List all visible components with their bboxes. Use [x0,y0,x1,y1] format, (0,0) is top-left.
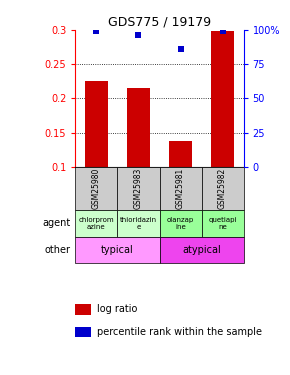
Bar [117,167,160,210]
Bar [85,81,108,167]
Text: percentile rank within the sample: percentile rank within the sample [97,327,262,337]
Point [136,32,141,38]
Bar [160,237,244,262]
Bar [117,210,160,237]
Point [94,28,99,34]
Text: typical: typical [101,245,134,255]
Bar [160,210,202,237]
Text: GSM25980: GSM25980 [92,168,101,209]
Bar [211,32,234,167]
Bar [169,141,192,167]
Text: GSM25983: GSM25983 [134,168,143,209]
Text: GSM25981: GSM25981 [176,168,185,209]
Text: GSM25982: GSM25982 [218,168,227,209]
Point [220,28,225,34]
Bar [75,237,160,262]
Bar [202,210,244,237]
Text: other: other [44,245,70,255]
Text: atypical: atypical [182,245,221,255]
Bar [202,167,244,210]
Text: thioridazin
e: thioridazin e [120,217,157,230]
Text: quetiapi
ne: quetiapi ne [208,217,237,230]
Text: log ratio: log ratio [97,304,137,314]
Bar [75,167,117,210]
Point [178,46,183,52]
Text: olanzap
ine: olanzap ine [167,217,194,230]
Bar [127,88,150,167]
Text: chlorprom
azine: chlorprom azine [79,217,114,230]
Bar [160,167,202,210]
Bar [75,210,117,237]
Text: agent: agent [42,218,70,228]
Title: GDS775 / 19179: GDS775 / 19179 [108,16,211,29]
